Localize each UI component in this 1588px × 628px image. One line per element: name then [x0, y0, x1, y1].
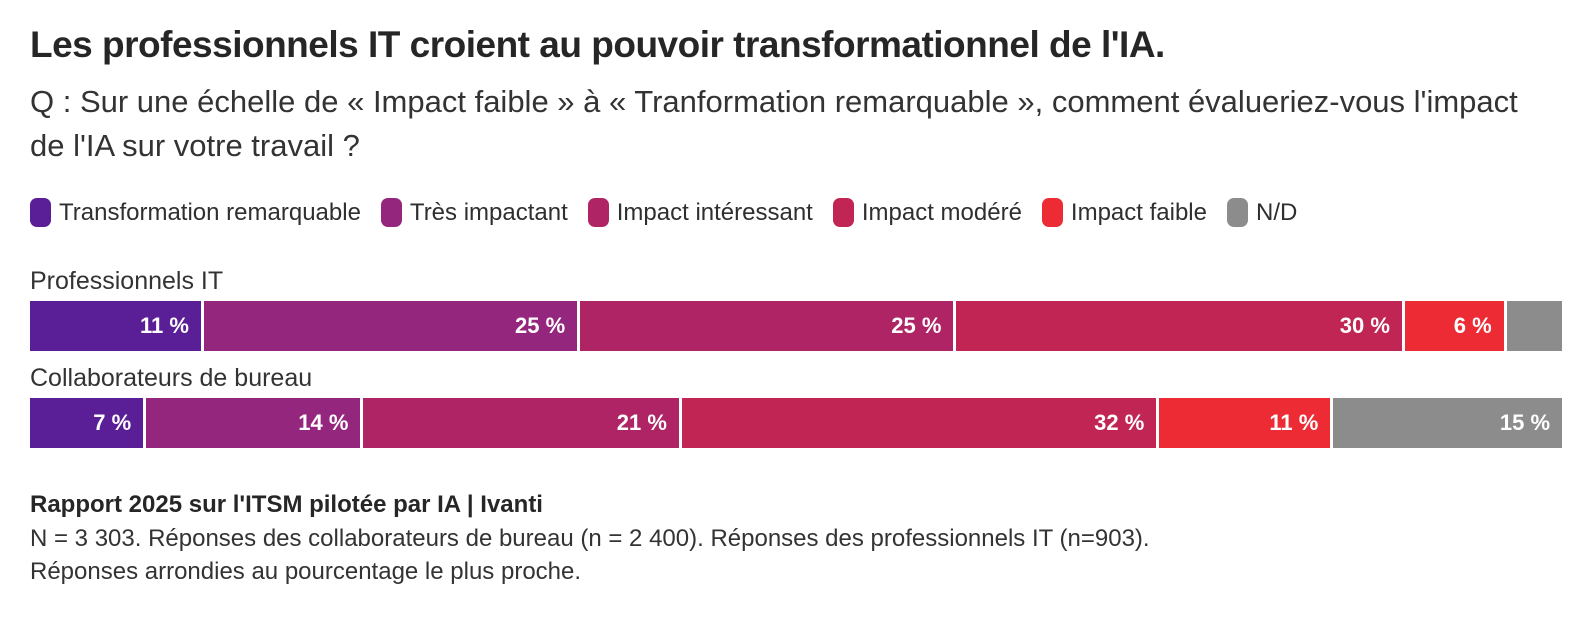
- bar-segment-value-label: 21 %: [616, 410, 667, 436]
- infographic: Les professionnels IT croient au pouvoir…: [30, 24, 1563, 589]
- bar-segment-value-label: 25 %: [515, 313, 566, 339]
- bar-segment-value-label: 32 %: [1094, 410, 1145, 436]
- legend-label: Impact modéré: [861, 198, 1022, 226]
- bar-segment: 25 %: [203, 301, 578, 352]
- legend-label: Transformation remarquable: [59, 198, 361, 226]
- stacked-bar: 7 % 14 % 21 % 32 % 11 % 15 %: [30, 398, 1563, 449]
- bar-segment-value-label: 15 %: [1499, 410, 1551, 436]
- legend-swatch-icon: [587, 198, 609, 228]
- bar-segment-value-label: 6 %: [1453, 313, 1492, 339]
- bar-segment: 32 %: [681, 398, 1157, 449]
- legend-item: N/D: [1227, 198, 1298, 228]
- bar-segment-value-label: 14 %: [298, 410, 349, 436]
- row-category-label: Collaborateurs de bureau: [30, 364, 313, 393]
- sample-size-note: N = 3 303. Réponses des collaborateurs d…: [30, 524, 1150, 552]
- legend-swatch-icon: [380, 198, 402, 228]
- legend-item: Impact modéré: [832, 198, 1022, 228]
- bar-segment: 6 %: [1404, 301, 1504, 352]
- chart-legend: Transformation remarquable Très impactant…: [30, 198, 1560, 228]
- bar-row: Professionnels IT 11 % 25 % 25 % 30 % 6 %: [30, 267, 1562, 352]
- page-title: Les professionnels IT croient au pouvoir…: [30, 24, 1165, 65]
- bar-segment: 25 %: [580, 301, 954, 352]
- bar-segment: 21 %: [363, 398, 679, 449]
- stacked-bar: 11 % 25 % 25 % 30 % 6 %: [30, 301, 1562, 352]
- legend-swatch-icon: [30, 198, 51, 228]
- legend-label: Impact faible: [1070, 198, 1207, 226]
- source-line: Rapport 2025 sur l'ITSM pilotée par IA |…: [30, 491, 543, 519]
- bar-segment-value-label: 25 %: [891, 313, 942, 339]
- bar-segment: 15 %: [1333, 398, 1563, 449]
- bar-segment-value-label: 7 %: [93, 410, 132, 436]
- legend-swatch-icon: [832, 198, 854, 228]
- bar-segment-value-label: 11 %: [140, 313, 189, 339]
- bar-segment: 11 %: [30, 301, 201, 352]
- bar-segment: 14 %: [146, 398, 361, 449]
- legend-swatch-icon: [1227, 198, 1248, 228]
- legend-item: Transformation remarquable: [30, 198, 361, 228]
- bar-segment: [1506, 301, 1562, 352]
- question-subtitle: Q : Sur une échelle de « Impact faible »…: [30, 84, 1518, 164]
- legend-item: Impact faible: [1041, 198, 1207, 228]
- stacked-bar-chart: Professionnels IT 11 % 25 % 25 % 30 % 6 % Coll…: [30, 267, 1563, 449]
- row-category-label: Professionnels IT: [30, 267, 224, 296]
- bar-row: Collaborateurs de bureau 7 % 14 % 21 % 32 % 1…: [30, 364, 1563, 449]
- legend-label: Impact intéressant: [616, 198, 813, 226]
- bar-segment: 7 %: [30, 398, 144, 449]
- bar-segment: 30 %: [956, 301, 1402, 352]
- legend-item: Très impactant: [380, 198, 568, 228]
- legend-label: Très impactant: [409, 198, 568, 226]
- rounding-note: Réponses arrondies au pourcentage le plu…: [30, 558, 582, 586]
- legend-swatch-icon: [1041, 198, 1063, 228]
- bar-segment: 11 %: [1159, 398, 1331, 449]
- legend-label: N/D: [1256, 198, 1298, 226]
- legend-item: Impact intéressant: [587, 198, 813, 228]
- bar-segment-value-label: 30 %: [1339, 313, 1390, 339]
- source-footer: Rapport 2025 sur l'ITSM pilotée par IA |…: [30, 488, 1560, 589]
- bar-segment-value-label: 11 %: [1269, 410, 1319, 436]
